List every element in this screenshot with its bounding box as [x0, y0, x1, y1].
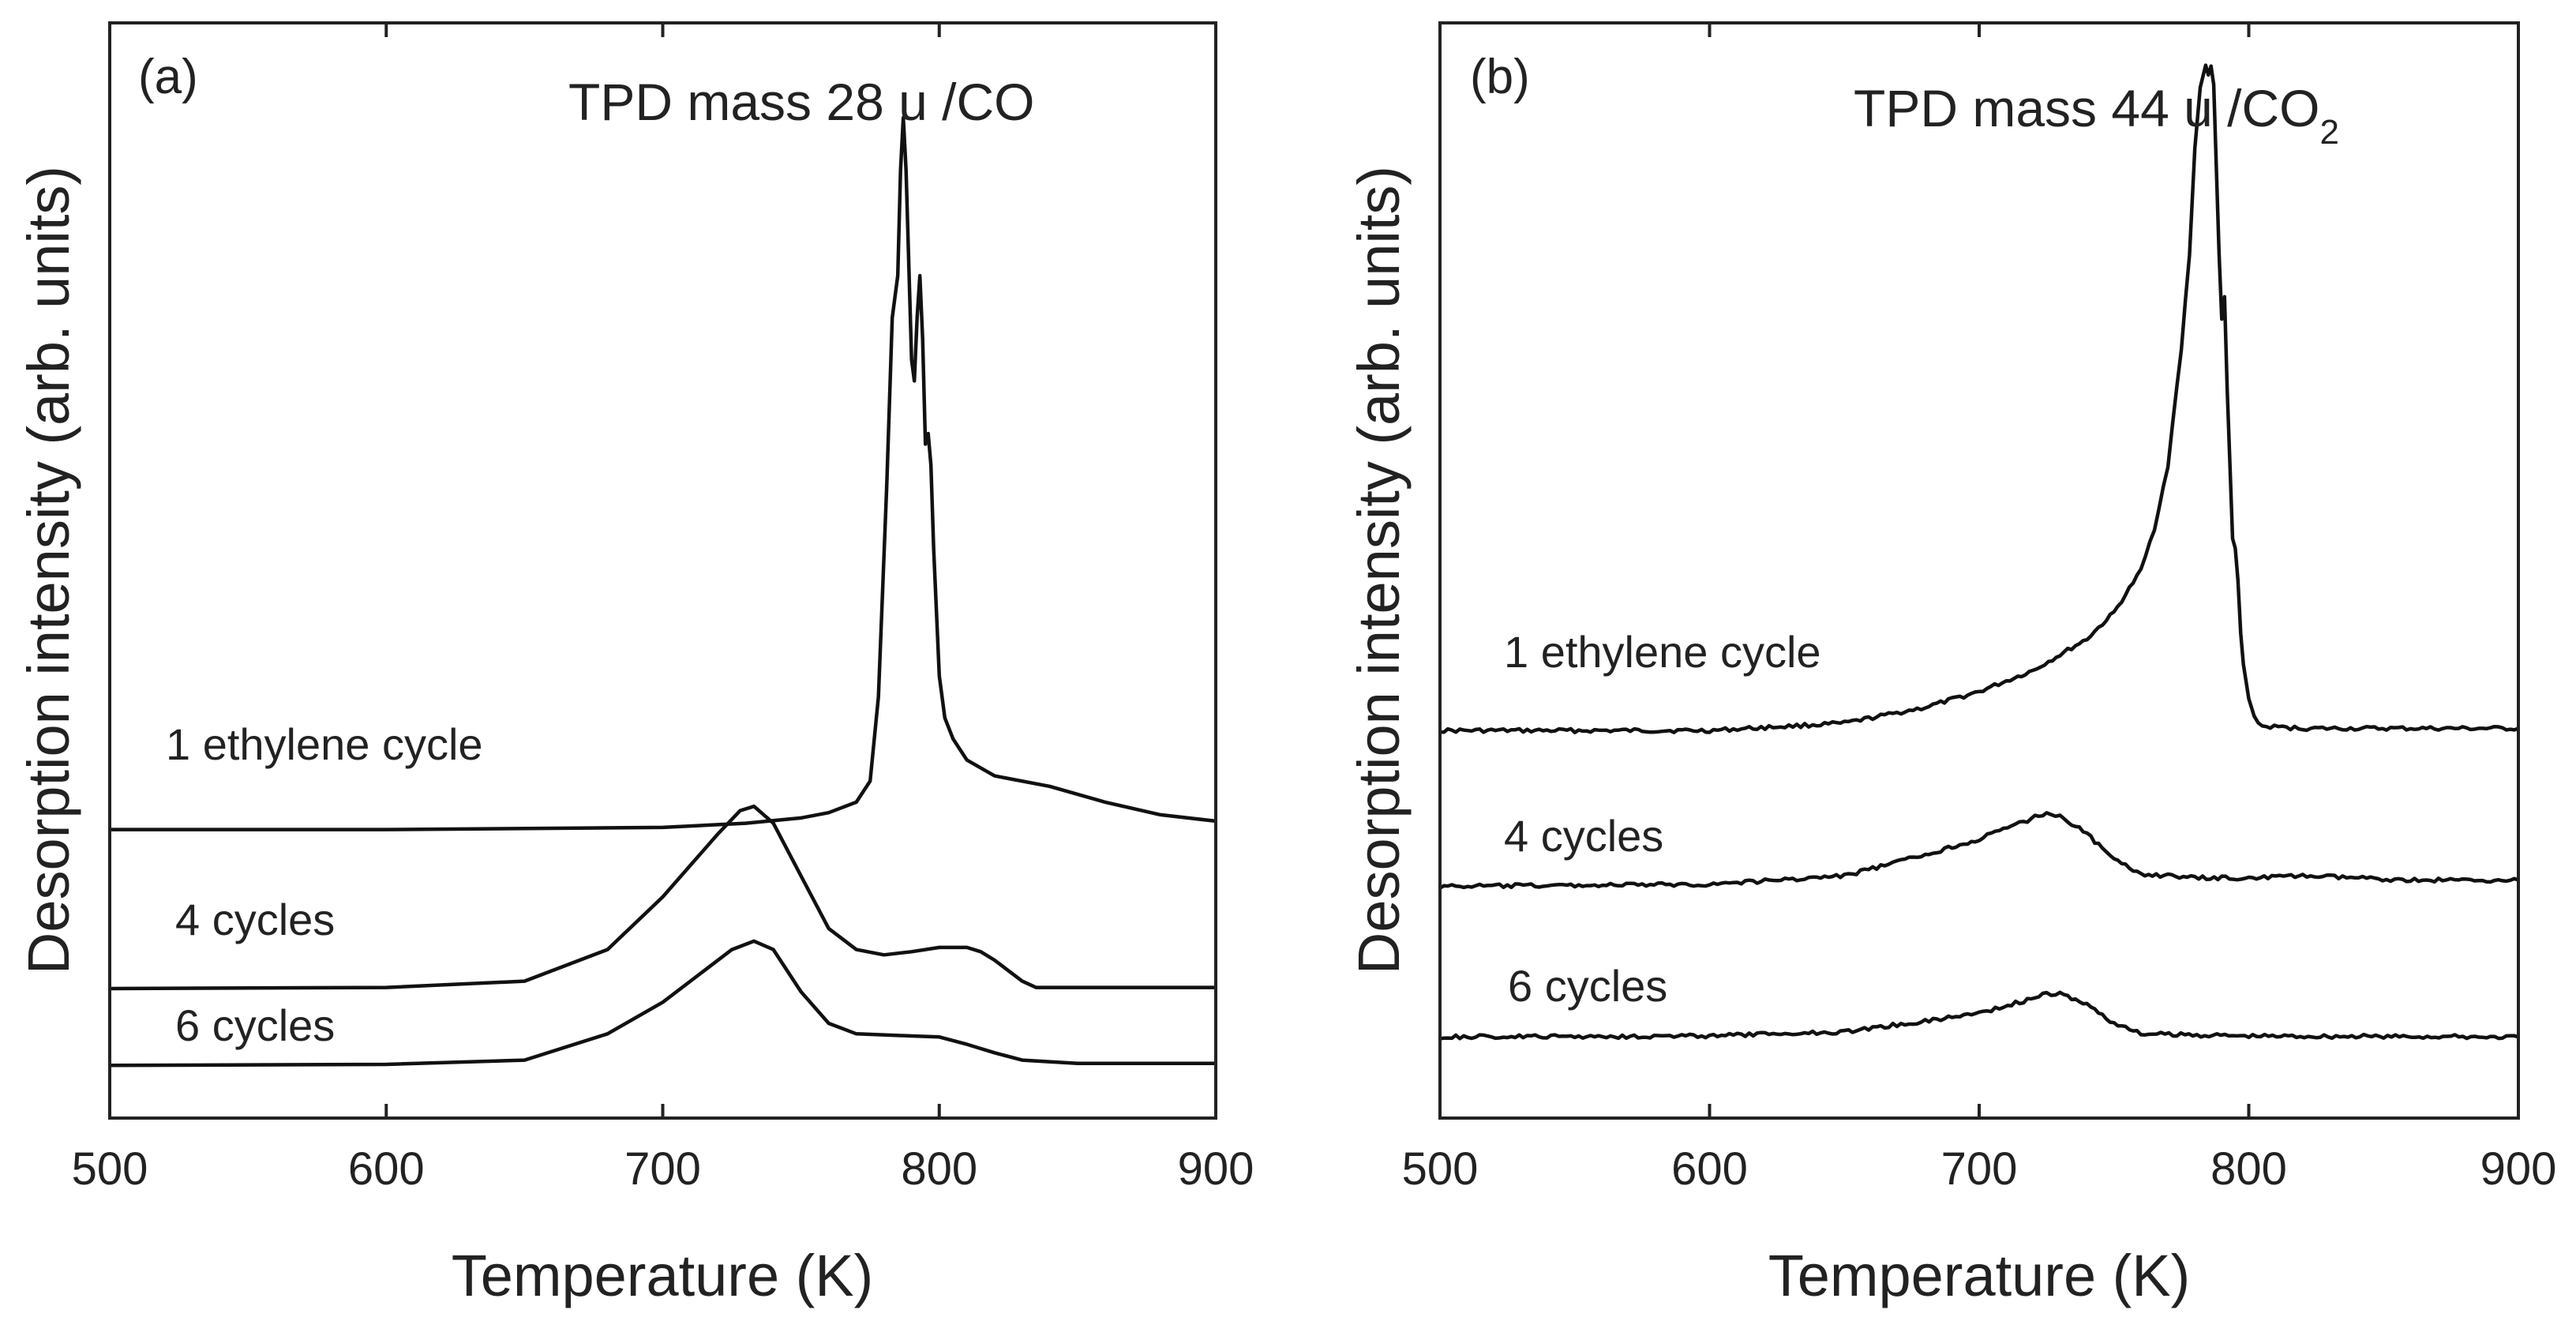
series-line-6-cycles	[1439, 990, 2519, 1041]
panel-a-y-axis-title: Desorption intensity (arb. units)	[16, 166, 81, 974]
panel-a-label-1-cycle: 1 ethylene cycle	[166, 719, 483, 769]
panel-a-plot-frame	[108, 21, 1217, 1120]
panel-a: 500 600 700 800 900 (a) TPD mass 28 u /CO 1 …	[16, 21, 1254, 1308]
x-tick-label-600: 600	[1671, 1143, 1748, 1195]
panel-b-label-1-cycle: 1 ethylene cycle	[1504, 627, 1821, 677]
panel-b-ticks: 500 600 700 800 900	[1402, 23, 2557, 1195]
x-tick-label-700: 700	[624, 1143, 701, 1195]
x-tick-label-800: 800	[901, 1143, 977, 1195]
x-tick-label-700: 700	[1941, 1143, 2018, 1195]
panel-b-title: TPD mass 44 u /CO2	[1854, 79, 2339, 152]
panel-b-label-6-cycles: 6 cycles	[1508, 961, 1667, 1011]
panel-a-label-4-cycles: 4 cycles	[175, 895, 335, 944]
x-tick-label-900: 900	[2480, 1143, 2557, 1195]
panel-b-title-main: TPD mass 44 u /CO	[1854, 79, 2320, 137]
panel-a-x-axis-title: Temperature (K)	[452, 1243, 874, 1308]
panel-b-title-subscript: 2	[2320, 113, 2339, 152]
panel-b: 500 600 700 800 900 (b) TPD mass 44 u /CO2 1…	[1346, 21, 2557, 1308]
panel-b-y-axis-title: Desorption intensity (arb. units)	[1346, 166, 1412, 974]
panel-b-curves	[1438, 63, 2519, 1041]
panel-a-curves	[109, 115, 1217, 1068]
panel-b-plot-frame	[1438, 21, 2520, 1120]
panel-a-title: TPD mass 28 u /CO	[568, 73, 1035, 131]
panel-b-label-4-cycles: 4 cycles	[1504, 811, 1663, 861]
panel-b-letter: (b)	[1470, 50, 1530, 104]
series-line-1-ethylene-cycle	[1439, 63, 2519, 734]
series-line-6-cycles	[109, 939, 1216, 1068]
series-line-1-ethylene-cycle	[110, 115, 1217, 831]
x-tick-label-800: 800	[2210, 1143, 2287, 1195]
panel-a-label-6-cycles: 6 cycles	[175, 1000, 335, 1050]
series-line-4-cycles	[1438, 811, 2519, 890]
x-tick-label-500: 500	[72, 1143, 148, 1195]
panel-a-letter: (a)	[138, 50, 198, 104]
x-tick-label-900: 900	[1178, 1143, 1254, 1195]
panel-b-x-axis-title: Temperature (K)	[1768, 1243, 2191, 1308]
series-line-4-cycles	[109, 804, 1216, 991]
x-tick-label-600: 600	[348, 1143, 425, 1195]
panel-a-ticks: 500 600 700 800 900	[72, 23, 1254, 1195]
x-tick-label-500: 500	[1402, 1143, 1479, 1195]
